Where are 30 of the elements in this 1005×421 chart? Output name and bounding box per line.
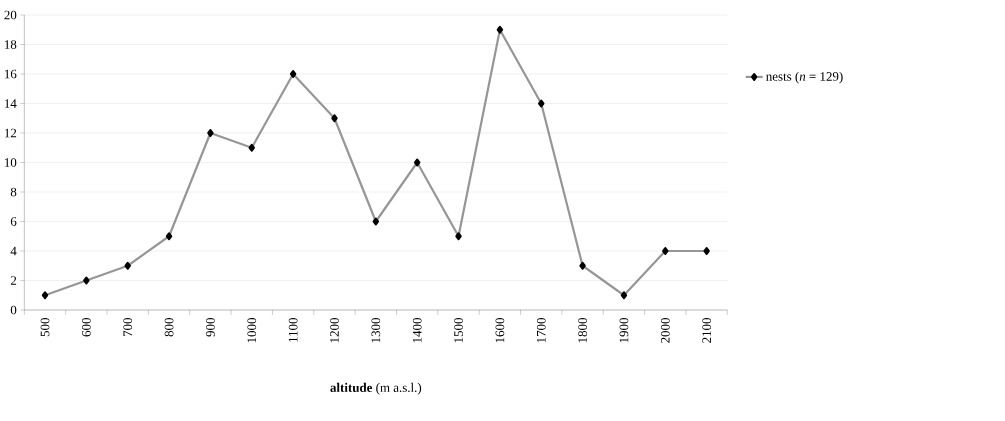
legend-label: nests (n = 129) <box>766 71 843 84</box>
x-tick-label: 1500 <box>454 318 463 343</box>
x-tick-label: 1900 <box>619 318 629 343</box>
x-tick-label: 800 <box>164 318 174 337</box>
y-tick-label: 14 <box>4 99 17 108</box>
x-axis-title: altitude (m a.s.l.) <box>330 382 422 395</box>
y-tick-label: 16 <box>4 69 17 79</box>
y-tick-label: 18 <box>4 40 17 49</box>
x-tick-label: 1600 <box>495 318 505 343</box>
y-tick-label: 6 <box>10 217 17 226</box>
y-tick-label: 2 <box>10 276 17 285</box>
x-tick-label: 700 <box>123 318 133 337</box>
y-tick-label: 20 <box>4 10 17 20</box>
y-tick-label: 12 <box>4 128 17 138</box>
x-tick-label: 500 <box>40 318 50 337</box>
y-tick-label: 8 <box>10 187 17 197</box>
x-tick-label: 1300 <box>371 318 381 343</box>
y-tick-label: 10 <box>4 158 17 167</box>
x-tick-label: 600 <box>81 318 91 337</box>
x-tick-label: 1400 <box>412 318 422 343</box>
y-tick-label: 4 <box>10 246 17 256</box>
x-tick-label: 1200 <box>330 318 339 343</box>
x-tick-label: 1800 <box>578 318 587 343</box>
x-tick-label: 2000 <box>660 318 670 343</box>
y-tick-label: 0 <box>10 305 17 315</box>
x-tick-label: 1700 <box>536 318 546 343</box>
x-tick-label: 900 <box>206 318 215 337</box>
x-tick-label: 1100 <box>288 318 298 342</box>
x-tick-label: 1000 <box>247 318 257 343</box>
x-tick-label: 2100 <box>702 318 712 343</box>
